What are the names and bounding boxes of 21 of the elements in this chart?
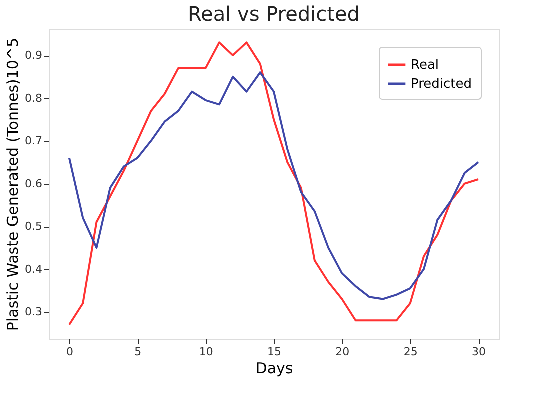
x-tick-label: 10 bbox=[199, 346, 214, 358]
y-tick-label: 0.8 bbox=[25, 92, 42, 105]
y-tick-label: 0.7 bbox=[25, 134, 42, 148]
x-tick-label: 20 bbox=[336, 346, 350, 358]
x-tick-label: 15 bbox=[268, 346, 282, 358]
y-tick-label: 0.5 bbox=[25, 220, 42, 234]
line-series bbox=[68, 72, 480, 300]
x-tick-label: 25 bbox=[404, 346, 418, 358]
x-tick-label: 30 bbox=[472, 346, 486, 358]
line-series bbox=[68, 42, 480, 326]
y-tick-label: 0.9 bbox=[25, 49, 42, 62]
x-axis-title: Days bbox=[256, 360, 294, 378]
x-tick-label: 5 bbox=[134, 346, 142, 358]
legend-label: Predicted bbox=[411, 77, 472, 92]
chart-title: Real vs Predicted bbox=[188, 2, 360, 26]
x-tick-label: 0 bbox=[66, 346, 74, 358]
y-tick-label: 0.4 bbox=[25, 262, 42, 276]
y-tick-label: 0.3 bbox=[25, 306, 42, 319]
y-axis-title: Plastic Waste Generated (Tonnes)10^5 bbox=[4, 38, 22, 332]
legend-label: Real bbox=[411, 58, 440, 73]
y-tick-label: 0.6 bbox=[25, 177, 42, 190]
